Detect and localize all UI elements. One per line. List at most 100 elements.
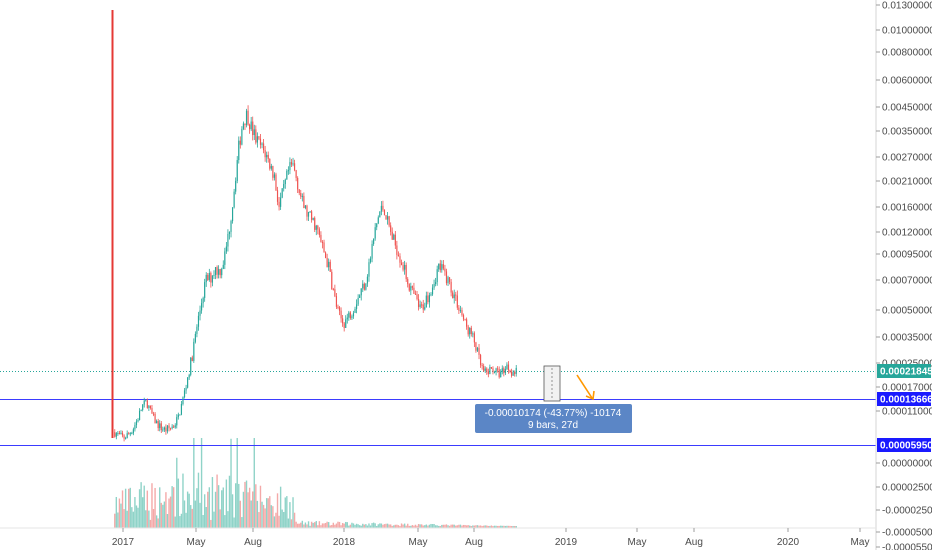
candle xyxy=(166,424,169,434)
measure-range-box[interactable] xyxy=(543,365,561,402)
volume-bar xyxy=(307,521,310,528)
volume-bar xyxy=(385,523,387,528)
candle xyxy=(191,355,193,362)
arrow-line[interactable] xyxy=(576,374,593,399)
volume-bar xyxy=(131,507,133,528)
time-axis[interactable]: 2017 May Aug 2018 May Aug 2019 May Aug 2020 May xyxy=(0,527,876,548)
volume-bar xyxy=(179,516,181,528)
volume-bar xyxy=(408,525,410,528)
candle xyxy=(351,314,353,321)
volume-bar xyxy=(377,524,379,528)
candle xyxy=(328,258,330,271)
volume-bar xyxy=(464,524,466,528)
price-tag-label: 0.00005950 xyxy=(880,441,932,452)
candle xyxy=(197,311,200,331)
candle xyxy=(312,217,314,221)
volume-bar xyxy=(363,524,366,528)
candle xyxy=(453,289,455,304)
candle xyxy=(292,157,294,167)
candle xyxy=(461,307,463,317)
price-tick-label: 0.00017000 xyxy=(882,383,932,394)
price-tick-label: 0.00450000 xyxy=(882,103,932,114)
price-tick-label: -0.00005500 xyxy=(882,543,932,551)
candle xyxy=(343,322,345,332)
candle xyxy=(276,186,279,206)
candle xyxy=(458,305,460,314)
volume-bar xyxy=(190,505,192,528)
measure-label-line2: 9 bars, 27d xyxy=(528,420,578,431)
candle xyxy=(204,278,206,302)
candle xyxy=(500,369,502,378)
candle xyxy=(444,264,446,276)
volume-bar xyxy=(332,522,335,528)
volume-bar xyxy=(369,525,372,528)
volume-bar xyxy=(380,523,383,528)
volume-bar xyxy=(451,524,454,528)
candle xyxy=(362,280,364,293)
volume-bar xyxy=(162,504,164,528)
volume-bar xyxy=(222,487,224,528)
candle xyxy=(407,277,409,288)
candle xyxy=(329,259,331,272)
volume-bar xyxy=(290,519,293,528)
volume-bar xyxy=(306,524,308,528)
candle xyxy=(207,272,209,281)
volume-bar xyxy=(417,524,420,528)
candle xyxy=(162,426,164,432)
candle xyxy=(427,291,429,305)
candle xyxy=(484,366,486,374)
candle xyxy=(132,427,134,436)
volume-bar xyxy=(258,512,260,528)
volume-bar xyxy=(329,525,331,528)
candle xyxy=(314,216,316,233)
volume-bar xyxy=(301,520,304,528)
candle xyxy=(390,222,392,236)
candle xyxy=(221,267,223,279)
candle xyxy=(455,291,457,302)
candle xyxy=(338,306,341,316)
candle xyxy=(479,353,482,368)
volume-bar xyxy=(473,525,476,528)
price-tag-label: 0.00013666 xyxy=(880,395,932,406)
volume-bar xyxy=(371,523,373,528)
candle xyxy=(355,299,358,314)
volume-bar xyxy=(436,525,438,528)
volume-bar xyxy=(438,525,440,528)
candle xyxy=(255,125,257,145)
candle xyxy=(259,133,262,149)
price-tick-label: 0.00070000 xyxy=(882,276,932,287)
volume-bar xyxy=(489,525,491,528)
volume-bar xyxy=(396,524,398,528)
volume-bar xyxy=(461,525,463,528)
volume-bar xyxy=(138,489,141,528)
candle xyxy=(121,430,124,438)
volume-bar xyxy=(465,525,468,528)
volume-bar xyxy=(261,501,263,528)
candle xyxy=(515,365,517,377)
volume-bar xyxy=(424,525,426,528)
candle xyxy=(430,292,432,297)
volume-bar xyxy=(230,438,232,528)
price-axis[interactable]: 0.01300000 0.01000000 0.00800000 0.00600000… xyxy=(875,0,932,554)
volume-bar xyxy=(176,457,178,528)
volume-bar xyxy=(283,511,285,528)
candle xyxy=(397,251,400,257)
volume-bar xyxy=(388,524,390,528)
candle xyxy=(219,268,221,279)
candle xyxy=(506,362,508,371)
volume-bar xyxy=(172,487,175,528)
volume-bar xyxy=(143,485,145,528)
price-tag-label: 0.00021845 xyxy=(880,367,932,378)
measure-label-box xyxy=(475,404,632,433)
candle xyxy=(321,240,324,249)
candle xyxy=(385,215,387,220)
volume-bar xyxy=(248,487,251,528)
candle xyxy=(200,298,203,314)
candle xyxy=(467,324,469,337)
volume-bar xyxy=(128,488,130,528)
volume-bar xyxy=(165,492,167,528)
candle xyxy=(262,139,265,154)
